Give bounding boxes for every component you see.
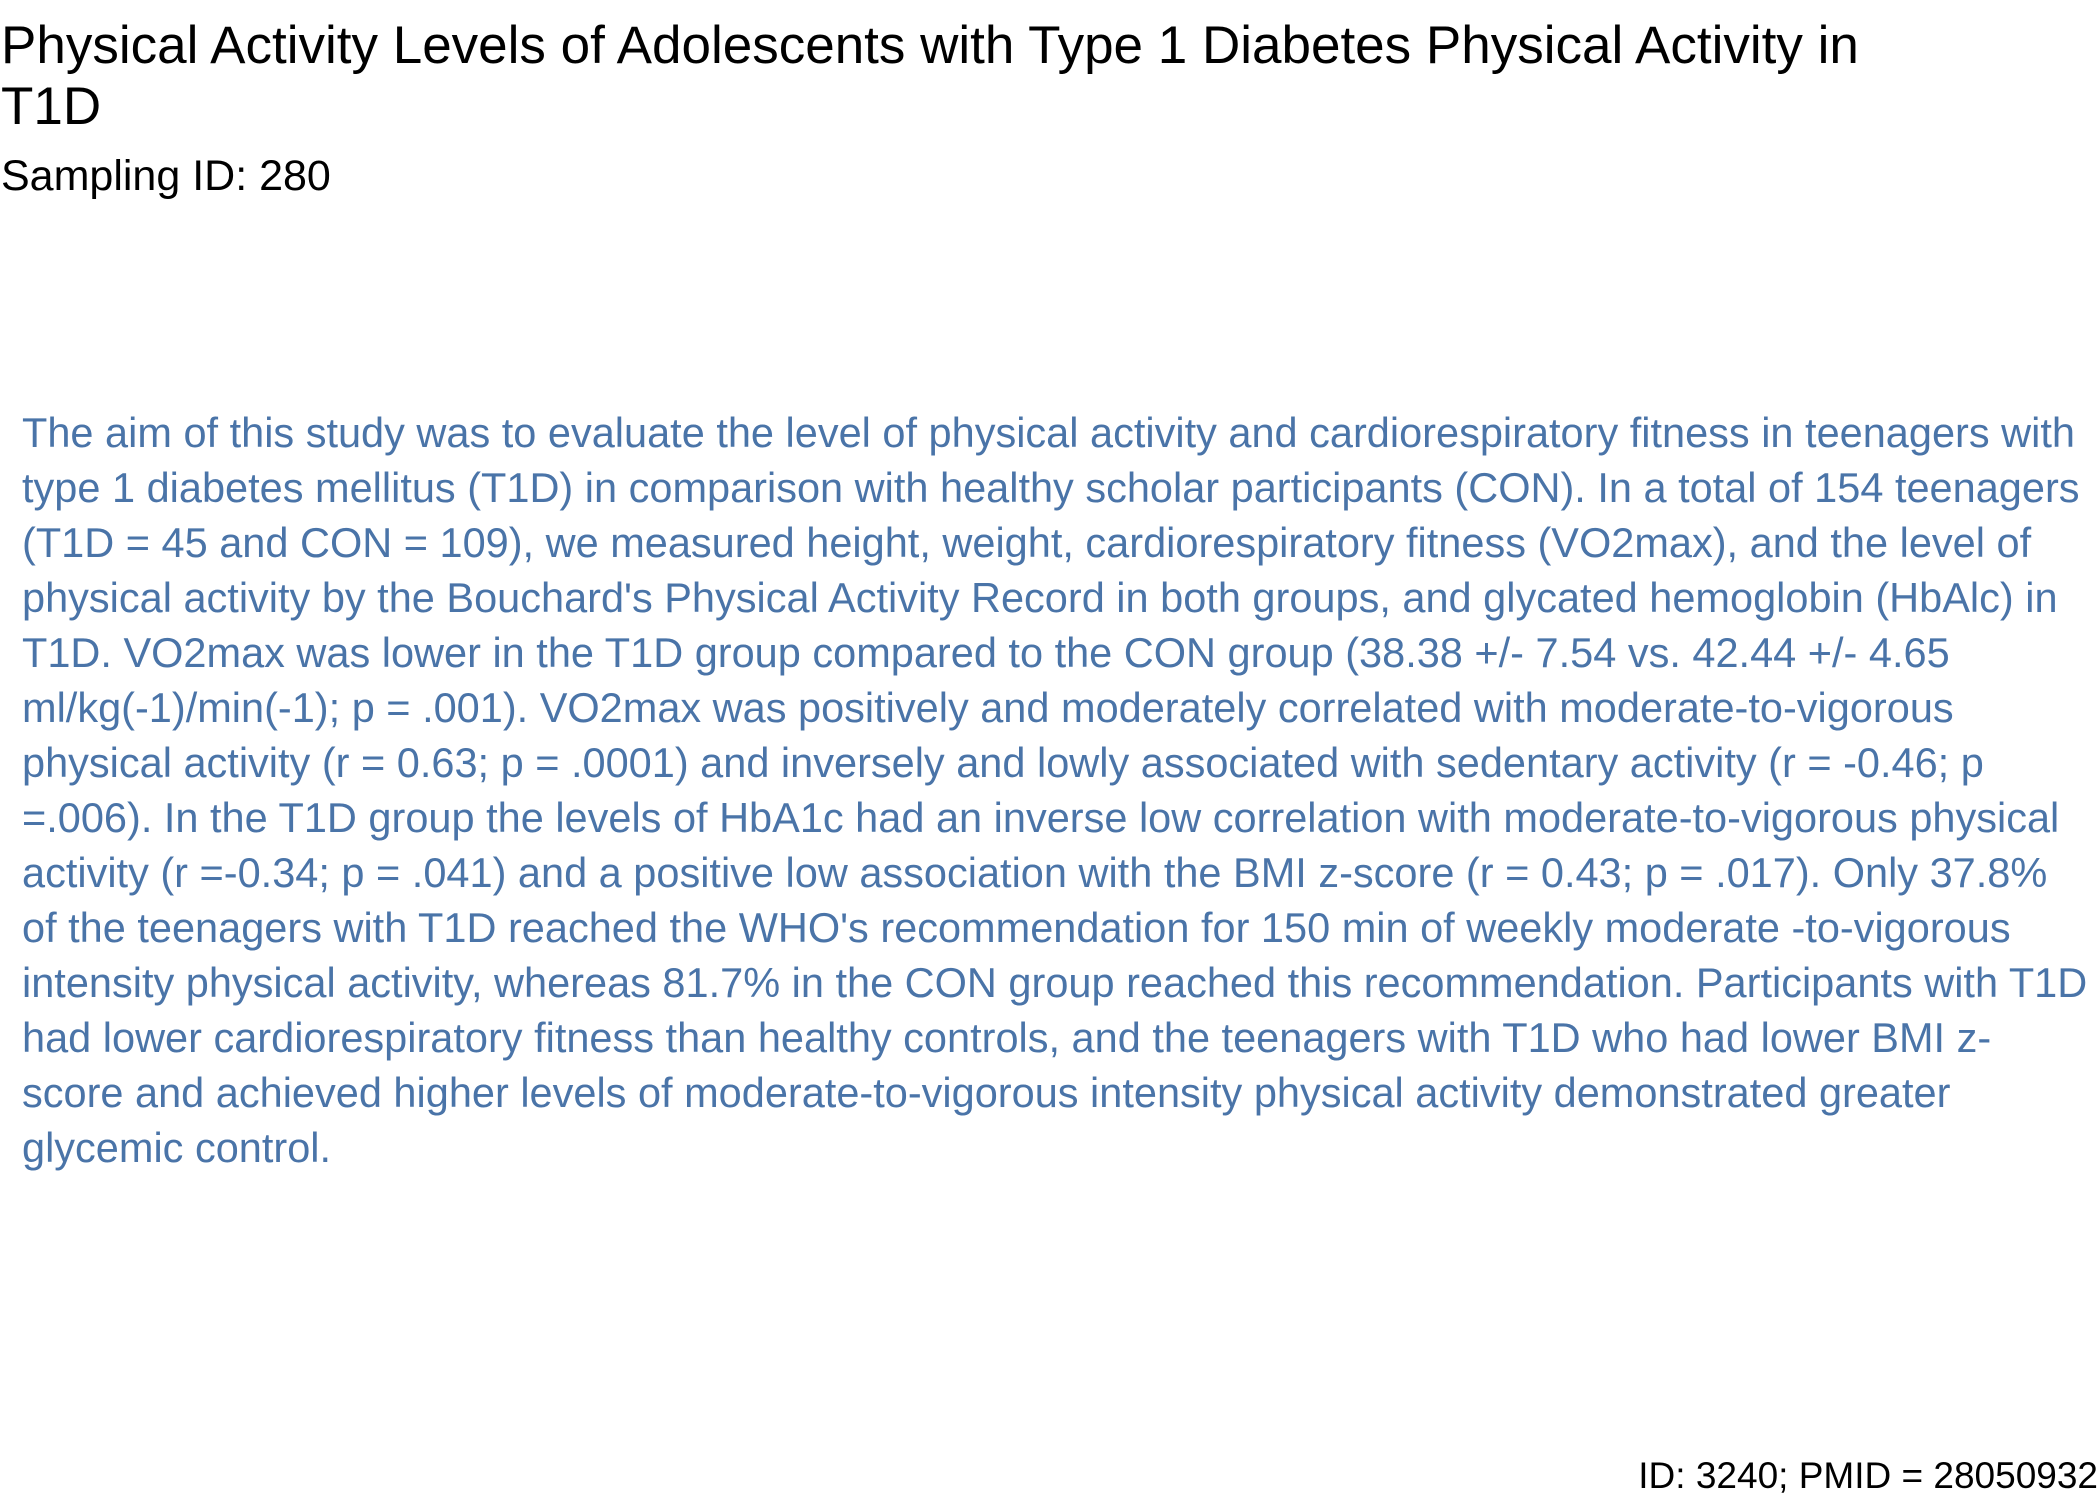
document-id-footer: ID: 3240; PMID = 28050932 [1638, 1455, 2098, 1496]
abstract-text: The aim of this study was to evaluate th… [22, 409, 2088, 1171]
document-title: Physical Activity Levels of Adolescents … [1, 16, 1859, 136]
sampling-id: Sampling ID: 280 [1, 152, 331, 200]
